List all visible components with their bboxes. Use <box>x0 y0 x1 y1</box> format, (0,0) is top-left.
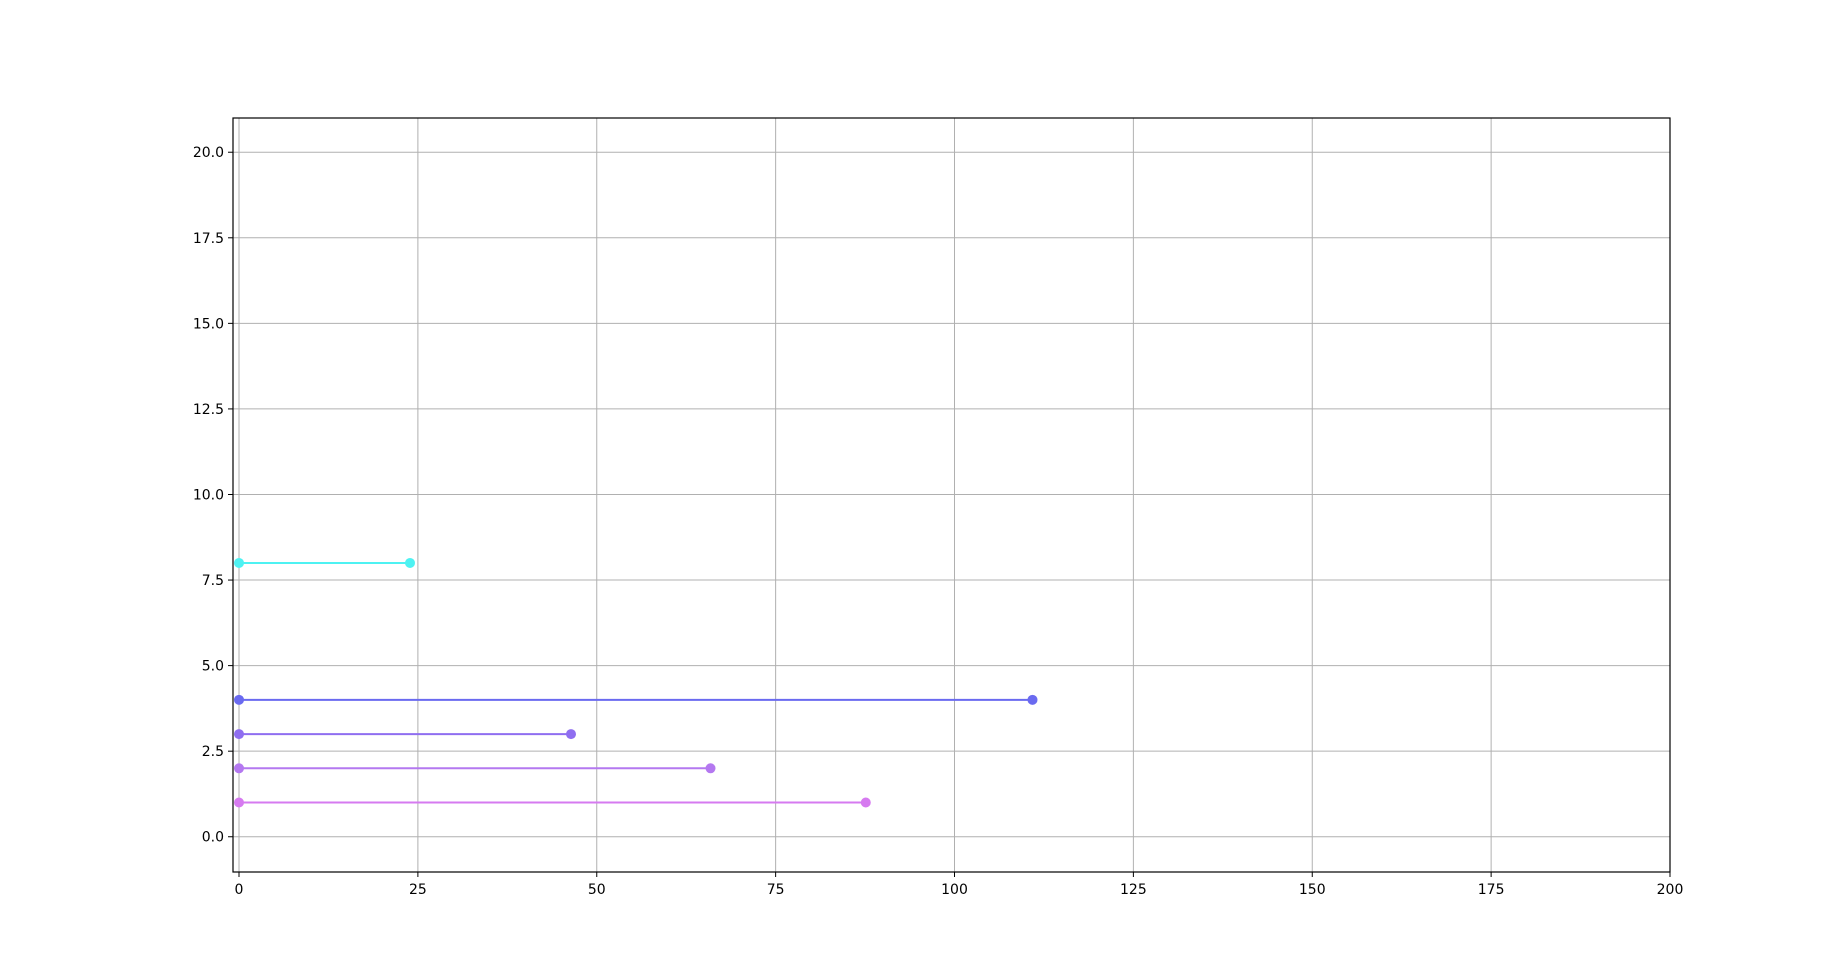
x-tick-label: 0 <box>235 882 244 898</box>
y-tick-label: 5.0 <box>202 659 224 675</box>
y-tick-label: 0.0 <box>202 830 224 846</box>
x-axis: 0 25 50 75 100 125 150 175 200 <box>235 872 1684 898</box>
data-point <box>705 763 716 774</box>
x-tick-label: 175 <box>1478 882 1505 898</box>
grid <box>233 118 1671 872</box>
series-group <box>234 557 1038 808</box>
data-point <box>860 797 871 808</box>
y-tick-label: 20.0 <box>193 145 224 161</box>
x-tick-label: 25 <box>409 882 427 898</box>
data-point <box>405 557 416 568</box>
data-point <box>234 694 245 705</box>
x-tick-label: 150 <box>1299 882 1326 898</box>
x-tick-label: 200 <box>1657 882 1684 898</box>
x-tick-label: 50 <box>588 882 606 898</box>
x-tick-label: 100 <box>941 882 968 898</box>
x-tick-label: 125 <box>1120 882 1147 898</box>
data-point <box>234 729 245 740</box>
y-axis: 0.0 2.5 5.0 7.5 10.0 12.5 15.0 17.5 20.0 <box>193 145 233 846</box>
data-point <box>565 729 576 740</box>
x-tick-label: 75 <box>767 882 785 898</box>
y-tick-label: 7.5 <box>202 573 224 589</box>
axes-frame <box>232 117 1671 873</box>
y-tick-label: 2.5 <box>202 744 224 760</box>
data-point <box>234 797 245 808</box>
y-tick-label: 17.5 <box>193 231 224 247</box>
data-point <box>234 763 245 774</box>
y-tick-label: 10.0 <box>193 487 224 503</box>
plot-background <box>233 118 1670 872</box>
y-tick-label: 15.0 <box>193 316 224 332</box>
data-point <box>234 557 245 568</box>
data-point <box>1027 694 1038 705</box>
y-tick-label: 12.5 <box>193 402 224 418</box>
